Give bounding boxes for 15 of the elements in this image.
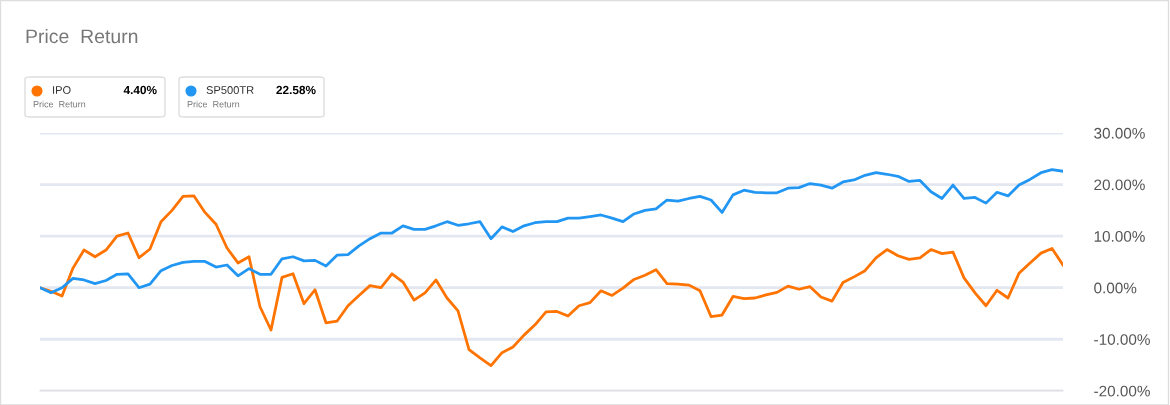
chart-title: Price Return — [26, 28, 138, 44]
legend-label: IPO — [53, 86, 71, 94]
y-tick-label: -20.00% — [1094, 385, 1150, 397]
text: 22.58% — [276, 85, 316, 95]
y-tick-label: 20.00% — [1094, 179, 1145, 191]
y-tick-label: 0.00% — [1094, 282, 1137, 294]
text: Price Return — [187, 100, 240, 108]
y-tick-label: 10.00% — [1094, 231, 1145, 242]
line-series — [40, 168, 1063, 295]
line-series — [40, 194, 1063, 367]
y-tick-label: -10.00% — [1094, 334, 1150, 345]
text: Price Return — [33, 100, 86, 108]
y-tick-label: 30.00% — [1094, 127, 1145, 139]
text: 4.40% — [123, 85, 157, 95]
legend-label: SP500TR — [206, 86, 254, 94]
